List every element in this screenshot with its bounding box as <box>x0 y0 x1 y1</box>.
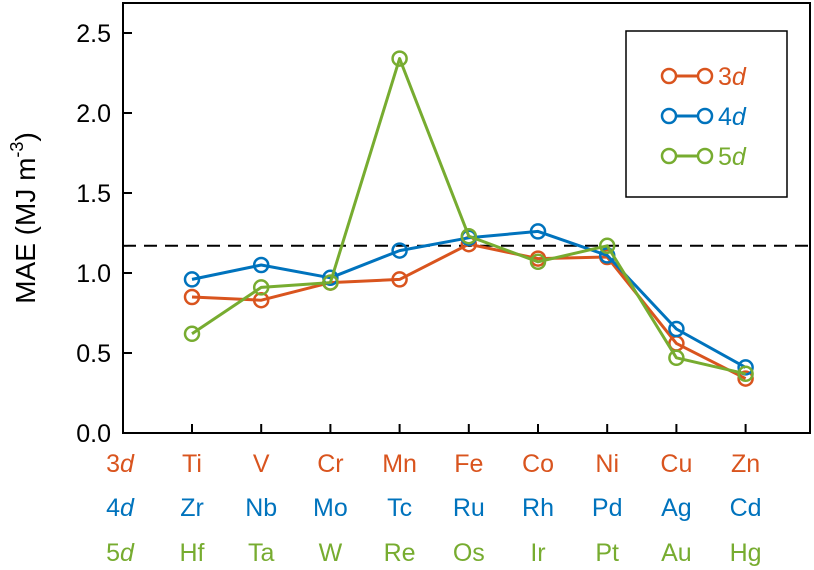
plot-frame <box>122 2 811 434</box>
legend-marker-right-5d <box>696 147 714 165</box>
row-label-orbital: d <box>120 450 135 478</box>
element-label-Hg: Hg <box>730 539 762 567</box>
legend-label-orbital: d <box>732 143 747 171</box>
data-point-4d-Zr <box>183 271 201 288</box>
element-label-Mn: Mn <box>382 450 417 478</box>
data-point-3d-Ti <box>183 288 201 306</box>
y-tick-label: 1.0 <box>76 260 111 288</box>
legend-marker-right-3d <box>696 67 714 85</box>
legend-label-5d: 5d <box>718 143 747 171</box>
data-point-4d-Rh <box>529 223 547 240</box>
legend-marker-left-4d <box>660 107 678 125</box>
legend-label-3d: 3d <box>718 63 747 91</box>
y-tick-label: 0.0 <box>76 420 111 448</box>
row-label-3d: 3d <box>106 450 135 478</box>
data-point-5d-Pt <box>598 237 616 255</box>
element-label-Cr: Cr <box>317 450 343 478</box>
y-axis-label: MAE (MJ m-3) <box>7 132 41 304</box>
element-row-5d: 5d Hf Ta W Re Os Ir Pt Au Hg <box>106 539 761 567</box>
row-label-orbital: d <box>120 494 135 522</box>
y-axis-label-main: MAE (MJ m <box>10 158 41 304</box>
element-label-Tc: Tc <box>387 494 412 522</box>
data-point-5d-Hg <box>737 365 754 383</box>
y-tick-label: 1.5 <box>76 180 111 208</box>
data-point-3d-Zn <box>737 370 754 387</box>
series-group <box>183 50 754 387</box>
legend-label-number: 5 <box>718 143 732 171</box>
data-point-5d-Ta <box>252 279 270 296</box>
row-label-5d: 5d <box>106 539 135 567</box>
data-point-5d-Ir <box>529 253 547 271</box>
data-point-4d-Cd <box>737 359 754 376</box>
element-label-Pd: Pd <box>592 494 623 522</box>
element-label-Au: Au <box>661 539 692 567</box>
element-label-Os: Os <box>453 539 485 567</box>
series-line-5d <box>191 57 746 376</box>
element-label-Ru: Ru <box>453 494 485 522</box>
row-label-orbital: d <box>120 539 135 567</box>
element-row-3d: 3d Ti V Cr Mn Fe Co Ni Cu Zn <box>106 450 760 478</box>
legend-marker-left-3d <box>660 67 678 85</box>
element-label-Ti: Ti <box>182 450 202 478</box>
element-label-Ni: Ni <box>595 450 619 478</box>
y-tick-label: 2.5 <box>76 20 111 48</box>
element-label-Zr: Zr <box>180 494 204 522</box>
legend-marker-left-5d <box>660 147 678 165</box>
element-label-V: V <box>253 450 270 478</box>
element-label-Hf: Hf <box>180 539 205 567</box>
element-label-Pt: Pt <box>595 539 619 567</box>
legend-label-orbital: d <box>732 63 747 91</box>
legend-label-4d: 4d <box>718 103 747 131</box>
data-point-5d-Au <box>668 349 685 367</box>
data-point-4d-Nb <box>252 256 270 274</box>
series-line-3d <box>191 242 747 380</box>
y-tick-label: 0.5 <box>76 340 111 368</box>
legend-label-number: 3 <box>718 63 732 91</box>
element-label-Cu: Cu <box>660 450 692 478</box>
element-label-Re: Re <box>384 539 416 567</box>
legend-item-5d: 5d <box>660 143 747 171</box>
data-point-3d-Mn <box>391 271 408 288</box>
element-label-Zn: Zn <box>731 450 760 478</box>
row-label-number: 3 <box>106 450 120 478</box>
element-label-Co: Co <box>522 450 554 478</box>
row-label-number: 4 <box>106 494 120 522</box>
row-label-number: 5 <box>106 539 120 567</box>
legend-label-orbital: d <box>732 103 747 131</box>
element-label-Fe: Fe <box>454 450 483 478</box>
row-label-4d: 4d <box>106 494 135 522</box>
data-point-5d-W <box>322 274 339 291</box>
data-point-4d-Mo <box>322 269 339 287</box>
legend-label-number: 4 <box>718 103 732 131</box>
data-point-5d-Hf <box>183 325 201 343</box>
element-label-W: W <box>319 539 343 567</box>
legend-marker-right-4d <box>696 107 714 125</box>
data-point-5d-Os <box>460 227 478 245</box>
series-3d <box>183 235 754 387</box>
y-tick-label: 2.0 <box>76 100 111 128</box>
element-label-Mo: Mo <box>313 494 348 522</box>
element-row-4d: 4d Zr Nb Mo Tc Ru Rh Pd Ag Cd <box>106 494 761 522</box>
y-axis-label-superscript: -3 <box>7 142 27 158</box>
y-axis-label-close: ) <box>10 132 41 141</box>
series-line-4d <box>191 229 747 369</box>
element-label-Ta: Ta <box>248 539 275 567</box>
legend-item-3d: 3d <box>660 63 747 91</box>
y-axis: 0.0 0.5 1.0 1.5 2.0 2.5 MAE (MJ m-3) <box>7 20 747 448</box>
element-label-Ag: Ag <box>661 494 692 522</box>
element-label-Nb: Nb <box>245 494 277 522</box>
element-label-Cd: Cd <box>730 494 762 522</box>
series-5d <box>183 50 754 383</box>
plot-frame-group <box>122 2 811 434</box>
element-label-Rh: Rh <box>522 494 554 522</box>
data-point-5d-Re <box>391 50 408 67</box>
data-point-4d-Ag <box>668 320 685 338</box>
element-label-Ir: Ir <box>530 539 545 567</box>
legend-item-4d: 4d <box>660 103 747 131</box>
data-point-4d-Tc <box>391 242 408 259</box>
